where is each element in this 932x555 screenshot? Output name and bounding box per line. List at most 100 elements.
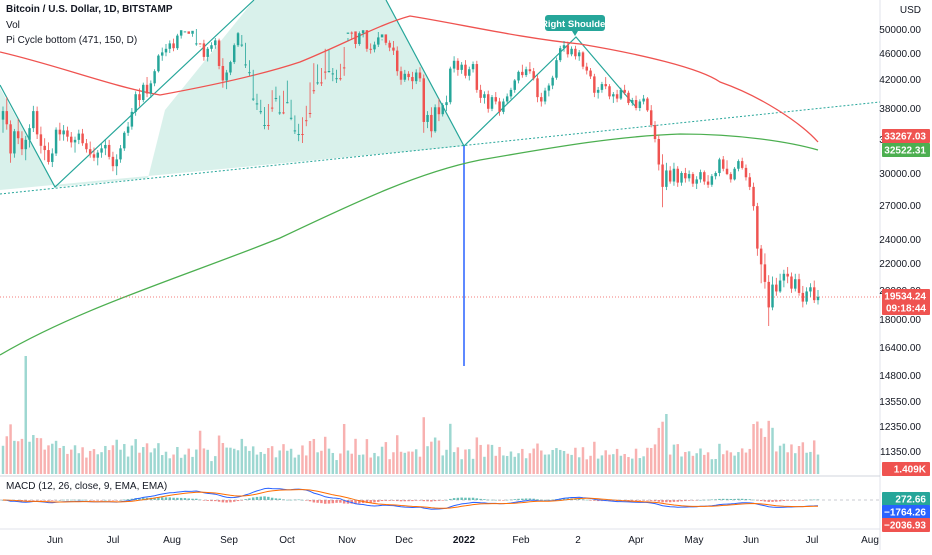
macd-histogram-bar [794, 500, 797, 501]
candle-body [456, 60, 460, 70]
candle-body [278, 112, 281, 114]
candle-body [297, 134, 300, 135]
volume-bar [225, 447, 228, 474]
candle-body [396, 50, 399, 72]
macd-histogram-bar [392, 500, 395, 501]
volume-bar [771, 427, 774, 474]
macd-badge: 272.66 [895, 495, 926, 506]
candle-body [198, 43, 202, 45]
candle-body [195, 43, 198, 45]
macd-histogram-bar [657, 500, 661, 502]
volume-bar [335, 460, 338, 474]
macd-histogram-bar [244, 499, 247, 500]
price-tick-label: 46000.00 [879, 49, 921, 60]
time-tick-label: Feb [512, 535, 530, 546]
candle-body [312, 90, 316, 92]
candle-body [286, 102, 289, 104]
candle-body [149, 83, 153, 94]
volume-bar [684, 452, 687, 474]
candle-body [335, 78, 338, 80]
macd-histogram-bar [263, 496, 266, 500]
macd-histogram-bar [297, 499, 300, 501]
candle-body [627, 92, 630, 103]
macd-histogram-bar [471, 497, 475, 500]
price-tick-label: 24000.00 [879, 235, 921, 246]
candle-body [615, 94, 619, 99]
macd-histogram-bar [581, 499, 585, 500]
candle-body [680, 173, 683, 183]
volume-bar [559, 449, 562, 474]
candle-body [270, 107, 274, 109]
macd-histogram-bar [418, 500, 422, 501]
volume-bar [380, 446, 384, 474]
macd-histogram-bar [733, 498, 736, 500]
candle-body [5, 111, 9, 125]
macd-histogram-bar [81, 499, 84, 501]
candle-body [119, 148, 122, 160]
macd-histogram-bar [771, 500, 774, 502]
macd-histogram-bar [350, 500, 353, 504]
volume-bar [532, 448, 535, 474]
candle-body [752, 186, 755, 207]
macd-histogram-bar [289, 499, 293, 501]
macd-histogram-bar [718, 498, 721, 500]
pattern-fill [0, 0, 464, 190]
macd-histogram-bar [274, 498, 278, 500]
candle-body [422, 78, 425, 122]
macd-histogram-bar [801, 500, 805, 501]
macd-histogram-bar [396, 500, 399, 502]
volume-bar [179, 457, 183, 474]
macd-histogram-bar [323, 500, 327, 504]
volume-bar [748, 448, 751, 474]
volume-bar [5, 436, 9, 474]
candle-body [684, 173, 687, 179]
candle-body [502, 101, 505, 112]
macd-histogram-bar [460, 497, 463, 500]
candle-body [729, 174, 733, 180]
candle-body [251, 98, 255, 100]
candle-body [130, 111, 134, 127]
macd-histogram-bar [320, 500, 323, 504]
macd-histogram-bar [221, 500, 225, 503]
candle-body [168, 43, 172, 49]
last-price-badge-bg [882, 289, 930, 303]
macd-histogram-bar [452, 498, 456, 500]
macd-histogram-bar [634, 500, 638, 501]
macd-histogram-bar [248, 498, 251, 500]
candle-body [58, 129, 62, 135]
time-tick-label: 2 [575, 535, 581, 546]
macd-histogram-bar [278, 498, 281, 500]
volume-bar [58, 448, 62, 474]
candle-body [354, 31, 357, 44]
last-price-badge: 19534.24 [884, 292, 926, 303]
candle-body [259, 111, 262, 113]
macd-histogram-bar [251, 497, 255, 500]
time-tick-label: Jul [806, 535, 819, 546]
volume-bar [536, 443, 539, 474]
volume-bar [187, 448, 190, 474]
macd-histogram-bar [752, 499, 755, 501]
volume-bar [460, 459, 463, 474]
volume-bar [494, 455, 498, 474]
candle-body [714, 173, 717, 177]
candle-body [737, 161, 740, 169]
candle-body [653, 125, 657, 139]
candle-body [35, 111, 39, 135]
candle-body [274, 98, 278, 99]
macd-histogram-bar [468, 497, 471, 500]
annotation-pointer [572, 31, 578, 36]
candle-body [418, 72, 422, 79]
macd-histogram-bar [585, 499, 588, 501]
macd-histogram-bar [684, 500, 687, 502]
macd-histogram-bar [104, 499, 107, 501]
candle-body [585, 66, 588, 71]
volume-bar [66, 453, 69, 474]
macd-histogram-bar [327, 500, 331, 504]
candle-body [706, 181, 710, 185]
candle-body [327, 71, 331, 72]
price-tick-label: 38000.00 [879, 104, 921, 115]
volume-bar [198, 430, 202, 474]
macd-histogram-bar [39, 500, 43, 501]
candle-body [403, 73, 407, 80]
macd-histogram-bar [722, 498, 725, 500]
